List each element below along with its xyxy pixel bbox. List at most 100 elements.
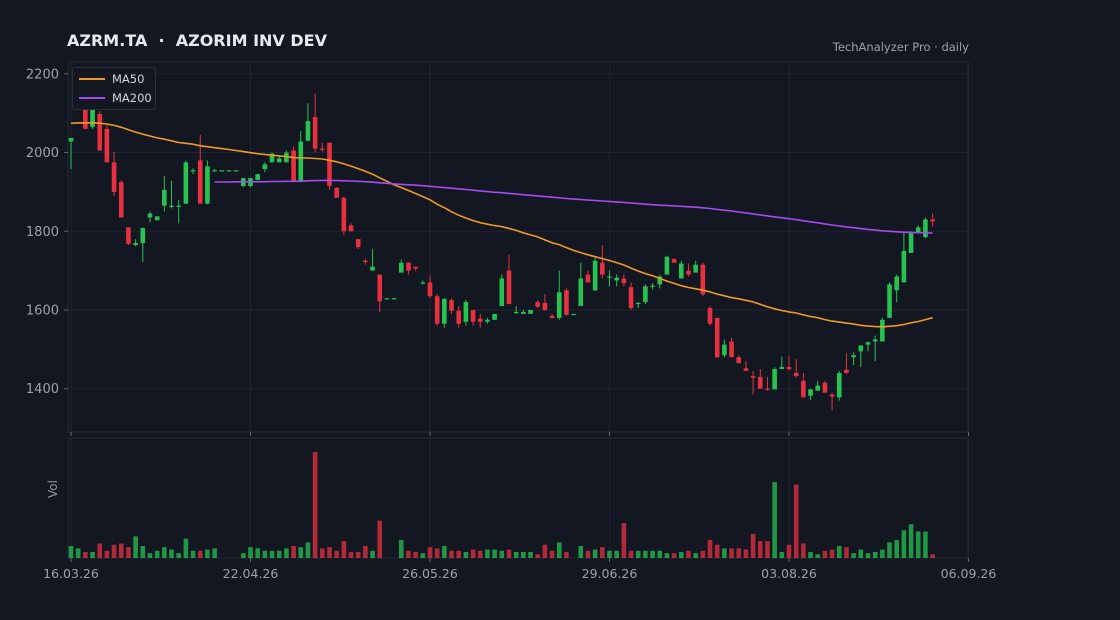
candle-body	[413, 266, 418, 269]
volume-bar	[420, 553, 426, 558]
candle-body	[169, 205, 174, 207]
candle-body	[549, 315, 555, 318]
candle-body	[915, 227, 921, 234]
volume-bar	[212, 548, 217, 558]
candle-body	[535, 302, 540, 307]
volume-bar	[205, 549, 210, 558]
candle-body	[621, 278, 627, 284]
volume-bar	[456, 550, 462, 558]
volume-bar	[535, 554, 540, 558]
candle-body	[291, 150, 296, 183]
volume-bar	[707, 539, 713, 558]
volume-bar	[592, 549, 598, 558]
volume-panel-frame	[67, 437, 969, 559]
volume-bar	[901, 530, 907, 558]
volume-bar	[923, 531, 928, 558]
volume-bar	[284, 548, 289, 558]
x-tick-label: 06.09.26	[941, 566, 997, 581]
candle-body	[722, 344, 727, 356]
candle-body	[147, 213, 153, 218]
candle-body	[363, 260, 368, 262]
volume-bar	[556, 542, 562, 558]
candle-body	[420, 282, 426, 284]
candle-body	[327, 142, 332, 186]
volume-bar	[822, 550, 828, 558]
volume-bar	[190, 550, 196, 558]
y-tick-label: 2200	[26, 67, 59, 82]
candle-body	[377, 274, 383, 302]
candle-body	[298, 141, 304, 183]
volume-bar	[298, 547, 304, 558]
volume-bar	[765, 541, 770, 558]
candle-body	[183, 162, 189, 204]
candle-body	[585, 274, 591, 283]
volume-bar	[671, 553, 677, 558]
candle-body	[657, 276, 663, 285]
volume-bar	[291, 545, 296, 558]
volume-bar	[398, 539, 404, 558]
volume-bar	[90, 551, 95, 558]
volume-bar	[521, 551, 526, 558]
candle-body	[276, 158, 282, 163]
volume-bar	[664, 553, 670, 558]
volume-bar	[75, 548, 81, 558]
volume-bar	[607, 550, 612, 558]
volume-bar	[643, 550, 648, 558]
volume-bar	[485, 549, 490, 558]
volume-bar	[880, 549, 885, 558]
candle-body	[111, 162, 117, 192]
volume-bar	[169, 549, 174, 558]
volume-bar	[276, 550, 282, 558]
price-panel-frame	[67, 61, 969, 433]
volume-bar	[650, 550, 655, 558]
x-tick-label: 26.05.26	[402, 566, 458, 581]
volume-bar	[147, 553, 153, 558]
volume-bar	[97, 543, 103, 558]
volume-bar	[68, 545, 74, 558]
legend: MA50 MA200	[72, 67, 156, 110]
candle-body	[930, 219, 935, 222]
volume-bar	[801, 543, 806, 558]
volume-bar	[348, 551, 354, 558]
candle-body	[312, 117, 318, 149]
candle-body	[506, 270, 512, 305]
candle-body	[901, 250, 907, 283]
volume-bar	[542, 544, 548, 558]
volume-bar	[829, 549, 835, 558]
volume-bar	[334, 550, 339, 558]
candle-body	[786, 367, 792, 370]
volume-bar	[772, 482, 777, 558]
volume-bar	[176, 553, 181, 558]
volume-bar	[111, 544, 117, 558]
volume-bar	[786, 544, 792, 558]
volume-bar	[449, 550, 454, 558]
volume-bar	[722, 548, 727, 558]
volume-bar	[83, 551, 88, 558]
candle-body	[880, 319, 885, 342]
volume-bar	[162, 547, 167, 558]
candle-body	[779, 367, 785, 370]
candle-body	[133, 243, 138, 246]
volume-bar	[564, 551, 569, 558]
candle-body	[736, 357, 742, 364]
candle-body	[607, 276, 612, 278]
candle-body	[614, 277, 619, 281]
ma200-line	[214, 179, 933, 234]
volume-bar	[355, 551, 361, 558]
y-tick-label: 1400	[26, 382, 59, 397]
volume-bar	[750, 533, 756, 558]
volume-bar	[757, 541, 763, 558]
candle-body	[456, 310, 462, 324]
ma50-line	[70, 121, 933, 328]
candle-body	[528, 309, 533, 314]
volume-bar	[513, 551, 519, 558]
volume-bar	[248, 547, 253, 558]
volume-bar	[693, 553, 698, 558]
volume-bar	[154, 550, 160, 558]
candle-body	[923, 219, 928, 238]
candle-body	[190, 170, 196, 172]
volume-bar	[492, 549, 497, 558]
volume-bar	[320, 548, 325, 558]
legend-label-ma50: MA50	[112, 72, 145, 86]
x-tick-label: 29.06.26	[582, 566, 638, 581]
